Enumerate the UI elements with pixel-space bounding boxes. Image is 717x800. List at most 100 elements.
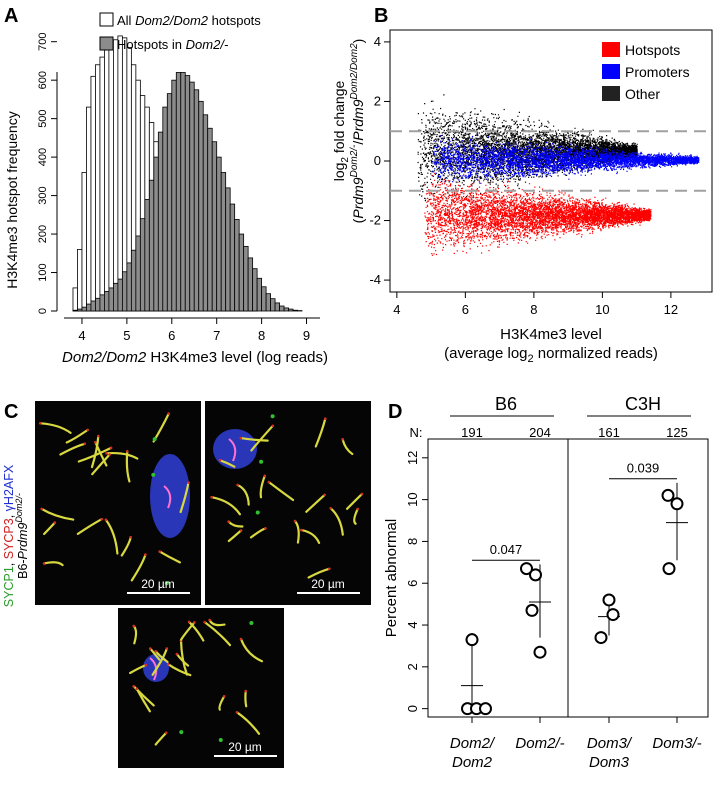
synaptonemal-complex (105, 451, 139, 460)
x-tick-label: 7 (213, 328, 220, 343)
sycp3-end (267, 480, 271, 484)
bar-dom2-hotspots (211, 141, 218, 312)
micrograph-image-3 (118, 608, 284, 768)
sycp3-end (53, 521, 57, 524)
synaptonemal-complex (227, 529, 243, 543)
x-axis-label-line2: (average log2 normalized reads) (444, 345, 658, 365)
sycp3-end (40, 507, 43, 511)
sycp3-end (158, 550, 161, 553)
x-axis-ticks: 4 6 8 10 12 (393, 292, 678, 317)
sycp3-end (175, 652, 179, 656)
synaptonemal-complex (259, 474, 266, 499)
bar-all-hotspots (104, 45, 110, 312)
synaptonemal-complex (39, 422, 72, 434)
bar-dom2-hotspots (157, 131, 164, 312)
sycp3-end (227, 520, 230, 523)
synaptonemal-complex (314, 417, 327, 448)
data-point (661, 488, 675, 502)
sycp3-end (109, 446, 113, 450)
bar-all-hotspots (90, 75, 96, 312)
synaptonemal-complex (130, 553, 147, 582)
panel-letter-d: D (388, 401, 402, 423)
synaptonemal-complex (218, 695, 226, 711)
x-tick-label: 5 (123, 328, 130, 343)
sycp3-end (222, 695, 226, 698)
synaptonemal-complex (90, 435, 100, 469)
legend: All Dom2/Dom2 hotspots Hotspots in Dom2/… (99, 12, 261, 52)
sycp1-focus (255, 510, 260, 515)
legend-swatch-other (602, 86, 620, 101)
bar-dom2-hotspots (166, 93, 173, 312)
bar-dom2-hotspots (216, 156, 222, 312)
y-tick-label: 100 (37, 263, 49, 281)
synaptonemal-complex (239, 437, 269, 442)
bar-dom2-hotspots (135, 235, 141, 312)
synaptonemal-complex (235, 711, 261, 735)
sycp3-end (39, 422, 42, 425)
synaptonemal-complex (135, 687, 151, 713)
sycp3-end (210, 495, 213, 499)
bar-all-hotspots (72, 287, 78, 312)
y-axis-ticks: -4 -2 0 2 4 (369, 34, 390, 287)
category-label: Dom2/ (450, 735, 496, 752)
bar-dom2-hotspots (265, 293, 271, 312)
bar-dom2-hotspots (256, 277, 263, 312)
synaptonemal-complex (236, 483, 250, 506)
y-tick-label: 300 (37, 186, 49, 204)
sycp3-end (203, 620, 206, 624)
p-value-label: 0.039 (627, 461, 660, 476)
data-point (602, 593, 616, 607)
x-tick-label: 10 (595, 302, 609, 317)
n-count: 191 (461, 425, 483, 440)
y-axis-label: H3K4me3 hotspot frequency (4, 111, 20, 288)
synaptonemal-complex (239, 637, 264, 663)
bar-dom2-hotspots (153, 156, 159, 312)
bar-all-hotspots (108, 41, 114, 312)
bar-dom2-hotspots (283, 307, 289, 312)
sycp3-end (94, 441, 97, 444)
x-tick-label: 12 (664, 302, 678, 317)
sycp1-focus (218, 737, 223, 742)
synaptonemal-complex (132, 685, 155, 707)
sycp3-end (132, 624, 136, 628)
synaptonemal-complex (300, 529, 321, 544)
sycp1-focus (249, 621, 254, 626)
x-axis-category-labels: Dom2/Dom2 Dom2/- Dom3/Dom3 Dom3/- (450, 717, 702, 771)
y-tick-label: 700 (37, 33, 49, 51)
sycp3-end (328, 567, 331, 571)
sycp3-end (135, 687, 139, 691)
legend-label-hotspots: Hotspots (625, 42, 680, 58)
bar-dom2-hotspots (113, 282, 119, 312)
sycp3-end (187, 620, 191, 624)
bar-dom2-hotspots (104, 290, 110, 312)
legend-swatch-promoters (602, 64, 620, 79)
sycp3-end (187, 481, 190, 484)
bar-dom2-hotspots (148, 179, 155, 312)
y-tick-label: -4 (369, 272, 381, 287)
bar-dom2-hotspots (292, 309, 298, 312)
synaptonemal-complex (76, 518, 103, 535)
strain-label: C3H (625, 394, 661, 414)
data-point (662, 562, 676, 576)
bar-dom2-hotspots (175, 72, 182, 312)
bar-all-hotspots (86, 106, 92, 312)
bar-dom2-hotspots (252, 268, 258, 312)
bar-dom2-hotspots (261, 286, 267, 312)
bar-dom2-hotspots (72, 309, 78, 312)
bar-dom2-hotspots (99, 294, 105, 312)
bar-dom2-hotspots (77, 308, 83, 312)
sycp3-end (164, 731, 168, 735)
y-axis-label-line2: (Prdm9Dom2/-/Prdm9Dom2/Dom2) (349, 39, 366, 224)
n-count: 204 (529, 425, 551, 440)
data-point (606, 608, 620, 622)
category-label: Dom3 (589, 754, 630, 771)
synaptonemal-complex (218, 459, 236, 468)
strain-headers: B6 191 204 C3H 161 125 (450, 394, 691, 440)
legend-label-promoters: Promoters (625, 64, 690, 80)
stain-label: SYCP1, SYCP3, γH2AFX (2, 464, 16, 607)
bar-all-hotspots (81, 172, 87, 312)
sycp3-end (235, 711, 239, 714)
sycp3-end (356, 507, 360, 511)
sycp3-end (264, 527, 267, 530)
bar-dom2-hotspots (108, 287, 114, 312)
